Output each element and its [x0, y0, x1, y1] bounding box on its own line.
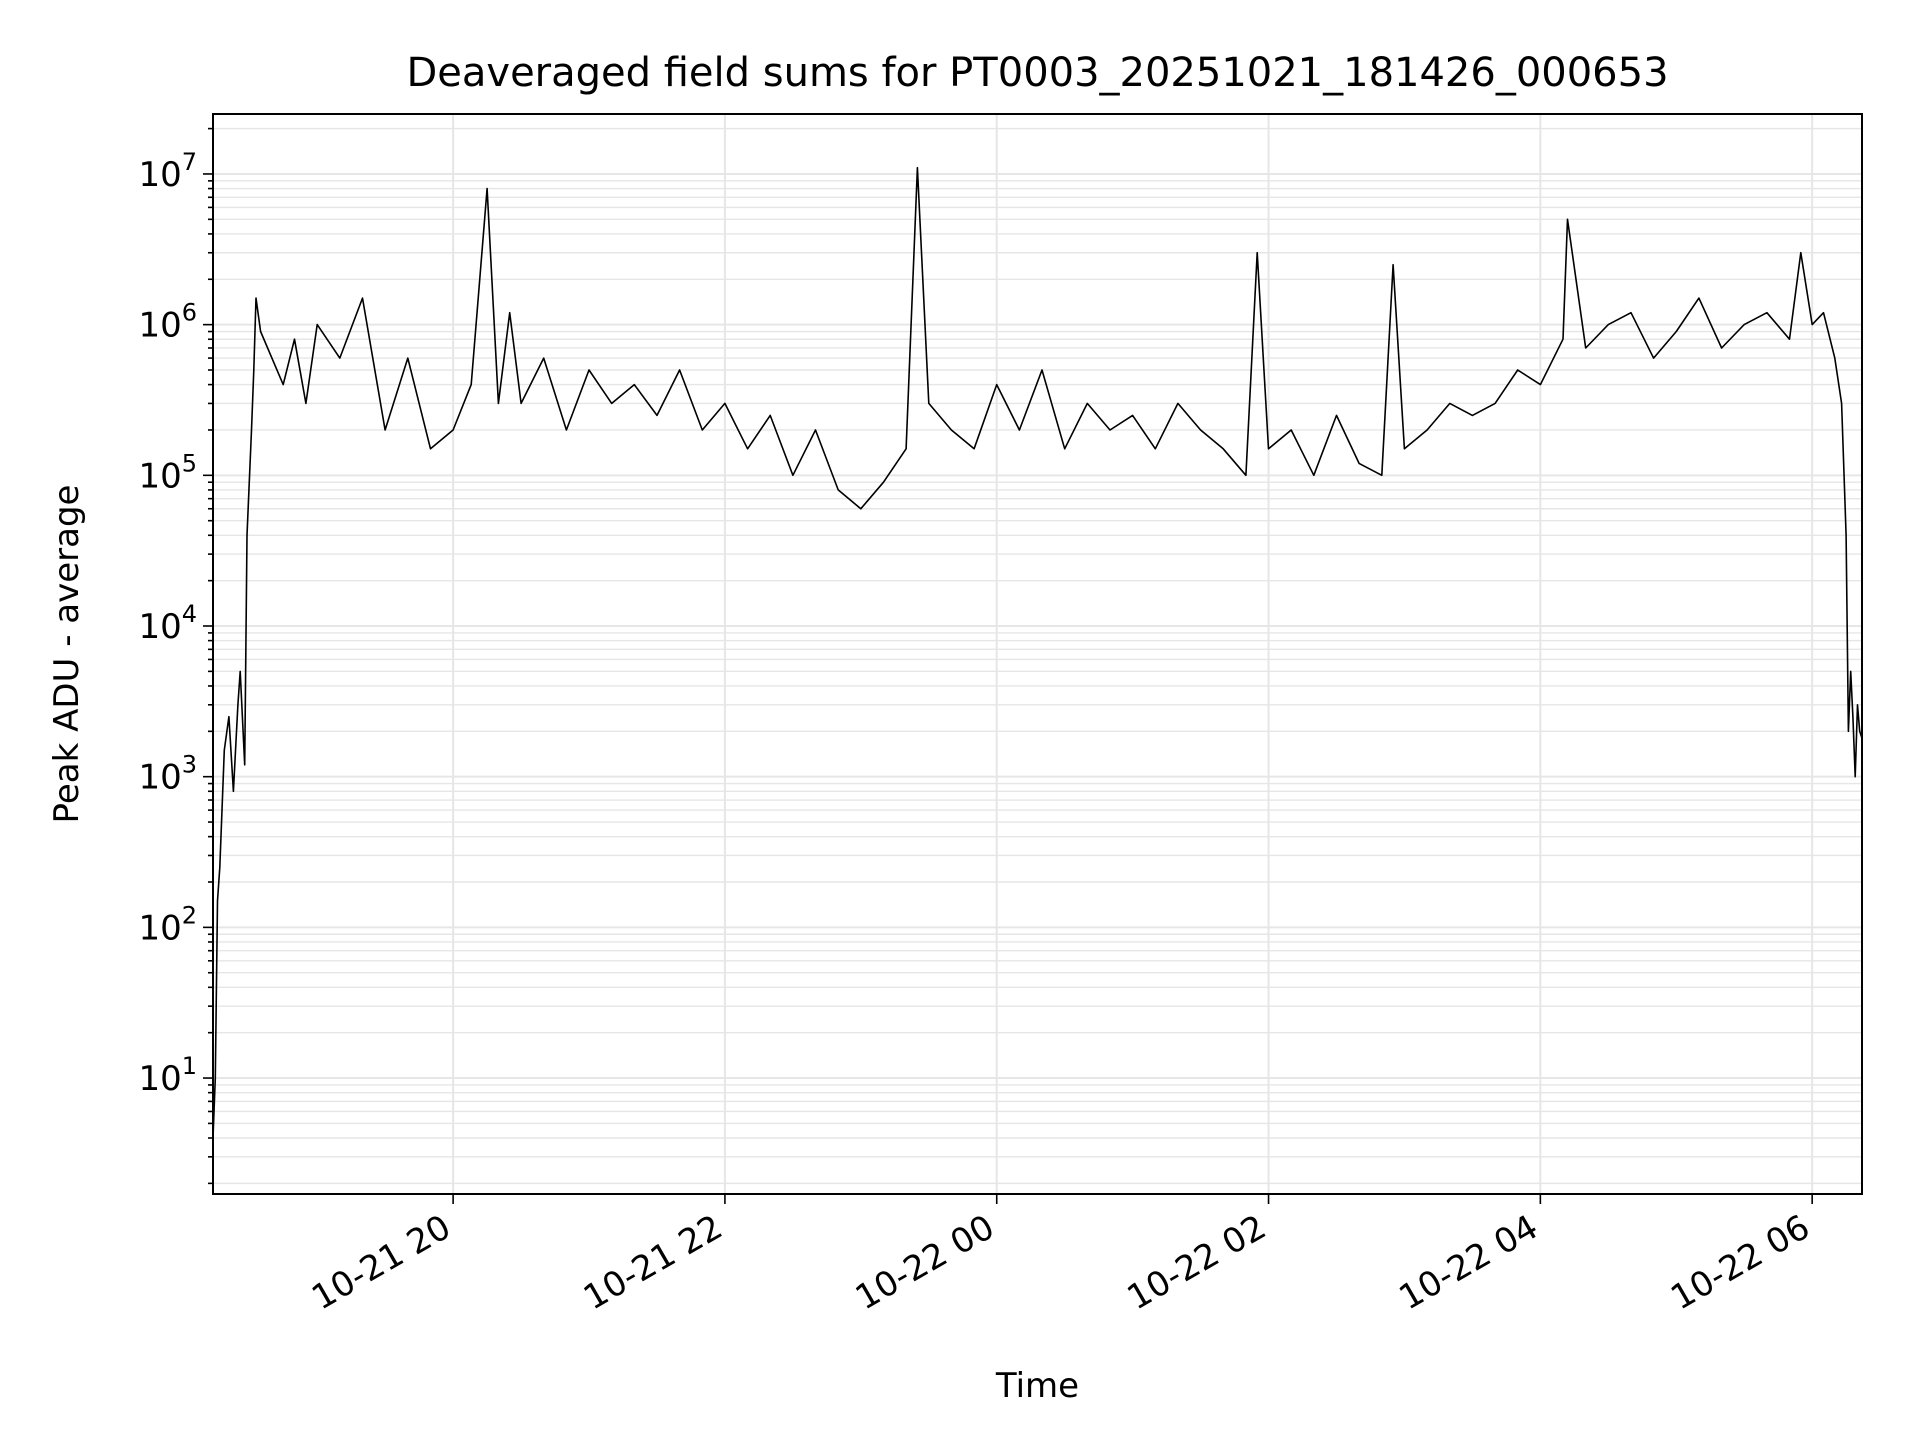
x-axis-label: Time	[995, 1366, 1079, 1406]
series-line	[212, 166, 1863, 1139]
grid-layer	[213, 114, 1862, 1194]
y-tick-label-base: 10	[138, 456, 181, 496]
y-tick-label-base: 10	[138, 607, 181, 647]
y-tick-label: 106	[138, 299, 197, 346]
y-tick-label: 101	[138, 1052, 197, 1099]
y-tick-label-exponent: 6	[182, 299, 197, 327]
y-tick-label: 105	[138, 449, 197, 496]
y-axis-label: Peak ADU - average	[47, 485, 87, 824]
y-tick-label-exponent: 7	[182, 148, 197, 176]
y-tick-label: 103	[138, 751, 197, 798]
y-tick-label-base: 10	[138, 155, 181, 195]
y-tick-label-base: 10	[138, 306, 181, 346]
y-tick-label: 102	[138, 901, 197, 948]
y-tick-label-exponent: 5	[182, 449, 197, 477]
y-tick-label: 107	[138, 148, 197, 195]
y-tick-label-exponent: 4	[182, 600, 197, 628]
plot-frame	[212, 113, 1863, 1195]
y-tick-label: 104	[138, 600, 197, 647]
y-tick-label-exponent: 1	[182, 1052, 197, 1080]
series-layer	[212, 166, 1863, 1139]
y-tick-label-exponent: 2	[182, 901, 197, 929]
y-tick-label-base: 10	[138, 758, 181, 798]
y-tick-label-base: 10	[138, 1059, 181, 1099]
chart-title: Deaveraged field sums for PT0003_2025102…	[406, 50, 1668, 96]
y-tick-label-base: 10	[138, 908, 181, 948]
y-tick-label-exponent: 3	[182, 751, 197, 779]
